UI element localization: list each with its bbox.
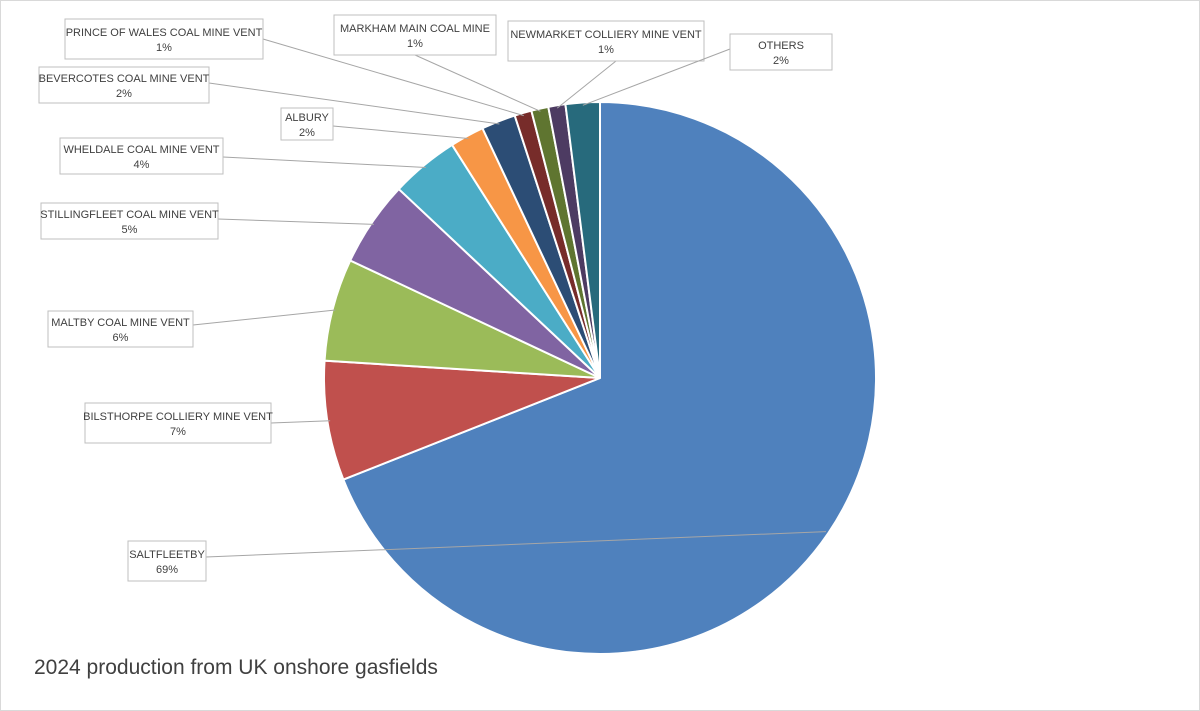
leader-line <box>556 60 617 109</box>
data-label-name: ALBURY <box>285 112 329 124</box>
pie-slices <box>323 100 877 655</box>
data-label-value: 4% <box>134 159 150 171</box>
data-label-box <box>333 14 497 56</box>
pie-labels: SALTFLEETBY 69% BILSTHORPE COLLIERY MINE V… <box>38 14 833 582</box>
data-label-value: 7% <box>170 426 186 438</box>
data-label-value: 2% <box>773 55 789 67</box>
leader-line <box>262 38 524 117</box>
leader-line <box>582 48 731 106</box>
data-label-box <box>64 18 264 60</box>
data-label-value: 1% <box>156 42 172 54</box>
data-label-box <box>127 540 207 582</box>
data-label-name: PRINCE OF WALES COAL MINE VENT <box>66 27 263 39</box>
leader-line <box>222 156 426 168</box>
leader-line <box>217 218 375 225</box>
data-label-name: OTHERS <box>758 40 804 52</box>
data-label-value: 1% <box>407 38 423 50</box>
data-label-box <box>729 33 833 71</box>
leader-line <box>270 420 331 424</box>
data-label-box <box>280 107 334 141</box>
data-label-value: 2% <box>116 88 132 100</box>
leader-line <box>414 54 541 112</box>
leader-line <box>205 531 827 558</box>
data-label-value: 1% <box>598 44 614 56</box>
pie-slice-others <box>564 100 601 379</box>
data-label-box <box>47 310 194 348</box>
data-label-name: WHELDALE COAL MINE VENT <box>63 144 219 156</box>
leader-line <box>332 125 469 140</box>
data-label-value: 69% <box>156 564 178 576</box>
data-label-box <box>84 402 272 444</box>
data-label-name: MARKHAM MAIN COAL MINE <box>340 23 490 35</box>
data-label-box <box>38 66 210 104</box>
data-label-name: BILSTHORPE COLLIERY MINE VENT <box>83 411 273 423</box>
data-label-name: NEWMARKET COLLIERY MINE VENT <box>510 29 702 41</box>
data-label-name: MALTBY COAL MINE VENT <box>51 317 190 329</box>
chart-title: 2024 production from UK onshore gasfield… <box>34 656 438 679</box>
pie-slice-saltfleetby <box>342 100 877 655</box>
data-label-value: 2% <box>299 127 315 139</box>
data-label-name: SALTFLEETBY <box>129 549 205 561</box>
data-label-box <box>40 202 219 240</box>
data-label-name: STILLINGFLEET COAL MINE VENT <box>40 209 219 221</box>
data-label-name: BEVERCOTES COAL MINE VENT <box>39 73 210 85</box>
data-label-box <box>507 20 705 62</box>
leader-line <box>208 82 500 125</box>
data-label-value: 5% <box>122 224 138 236</box>
data-label-value: 6% <box>113 332 129 344</box>
leader-line <box>192 309 336 326</box>
data-label-box <box>59 137 224 175</box>
